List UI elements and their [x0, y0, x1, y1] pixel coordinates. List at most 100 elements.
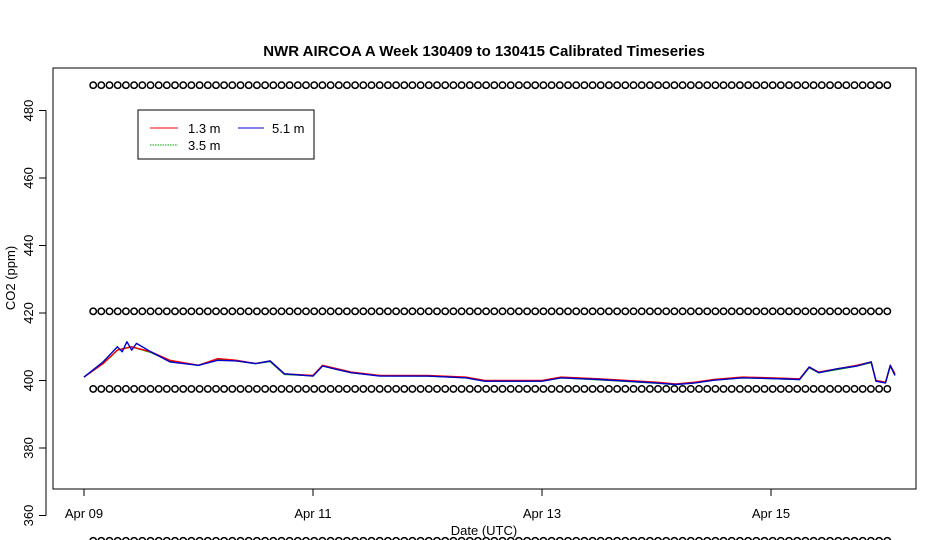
reference-marker — [572, 307, 581, 316]
reference-marker — [580, 384, 589, 393]
reference-marker — [604, 307, 613, 316]
reference-marker — [596, 384, 605, 393]
reference-marker — [555, 307, 564, 316]
reference-marker — [302, 81, 310, 90]
reference-marker — [433, 81, 441, 90]
reference-marker — [121, 81, 130, 90]
reference-marker — [637, 536, 646, 540]
reference-marker — [375, 384, 384, 393]
reference-marker — [179, 81, 188, 90]
reference-marker — [719, 81, 728, 90]
reference-marker — [310, 81, 319, 90]
reference-marker — [473, 384, 482, 393]
reference-marker — [719, 307, 728, 316]
reference-marker — [621, 536, 630, 540]
reference-marker — [564, 536, 572, 540]
reference-marker — [269, 536, 278, 540]
reference-marker — [695, 536, 703, 540]
legend: 1.3 m 3.5 m 5.1 m — [137, 109, 315, 160]
reference-marker — [392, 384, 401, 393]
y-tick-label: 420 — [21, 302, 36, 324]
reference-marker-rows — [89, 81, 892, 540]
reference-marker — [122, 536, 130, 540]
reference-marker — [351, 384, 360, 393]
reference-marker — [514, 81, 523, 90]
reference-marker — [686, 536, 695, 540]
reference-marker — [457, 81, 466, 90]
reference-marker — [858, 384, 867, 393]
reference-marker — [842, 307, 851, 316]
reference-marker — [555, 384, 564, 393]
reference-marker — [130, 536, 138, 540]
reference-marker — [187, 81, 196, 90]
reference-marker — [883, 536, 892, 540]
reference-marker — [572, 81, 581, 90]
reference-marker — [801, 81, 810, 90]
reference-marker — [866, 307, 875, 316]
reference-marker — [441, 81, 450, 90]
reference-marker — [727, 536, 736, 540]
reference-marker — [621, 384, 630, 393]
x-tick-label: Apr 15 — [752, 506, 790, 521]
reference-marker — [441, 384, 450, 393]
reference-marker — [392, 536, 400, 540]
reference-marker — [850, 384, 859, 393]
reference-marker — [572, 384, 581, 393]
reference-marker — [408, 307, 417, 316]
reference-marker — [506, 307, 515, 316]
series-line-5-1-m — [83, 341, 896, 386]
reference-marker — [326, 81, 335, 90]
y-axis: 360 380 400 420 440 460 480 — [21, 100, 47, 526]
reference-marker — [834, 384, 843, 393]
reference-marker — [195, 81, 204, 90]
reference-marker — [138, 536, 147, 540]
reference-marker — [498, 384, 507, 393]
reference-marker — [580, 81, 589, 90]
reference-marker — [261, 307, 270, 316]
reference-marker — [383, 384, 392, 393]
reference-marker — [834, 307, 843, 316]
reference-marker — [752, 81, 761, 90]
reference-marker — [531, 536, 540, 540]
reference-marker — [670, 81, 679, 90]
reference-marker — [703, 536, 712, 540]
reference-marker — [302, 307, 310, 316]
reference-marker — [220, 307, 229, 316]
reference-marker — [539, 384, 548, 393]
legend-label-5-1m: 5.1 m — [272, 121, 305, 136]
reference-marker — [236, 307, 245, 316]
reference-marker — [645, 307, 654, 316]
reference-marker — [555, 81, 564, 90]
reference-marker — [252, 81, 261, 90]
reference-marker — [449, 81, 458, 90]
reference-marker — [662, 81, 671, 90]
reference-marker — [850, 536, 859, 540]
reference-marker — [678, 307, 687, 316]
reference-marker — [400, 81, 409, 90]
reference-marker — [400, 384, 409, 393]
reference-marker — [195, 307, 204, 316]
reference-marker — [662, 307, 671, 316]
reference-marker — [171, 307, 179, 316]
reference-marker — [293, 81, 302, 90]
reference-marker — [113, 536, 122, 540]
reference-marker — [97, 307, 106, 316]
reference-marker — [498, 307, 507, 316]
reference-marker — [842, 384, 851, 393]
reference-marker — [858, 81, 867, 90]
reference-marker — [277, 307, 286, 316]
reference-marker — [285, 81, 294, 90]
reference-marker — [654, 384, 662, 393]
reference-marker — [302, 384, 310, 393]
reference-marker — [605, 536, 613, 540]
reference-marker — [146, 81, 155, 90]
reference-marker — [866, 384, 875, 393]
reference-marker — [776, 536, 785, 540]
reference-marker — [752, 536, 761, 540]
reference-marker — [801, 384, 810, 393]
reference-marker — [883, 81, 892, 90]
reference-marker — [171, 536, 179, 540]
reference-marker — [138, 384, 147, 393]
reference-marker — [817, 384, 826, 393]
reference-marker — [154, 307, 163, 316]
